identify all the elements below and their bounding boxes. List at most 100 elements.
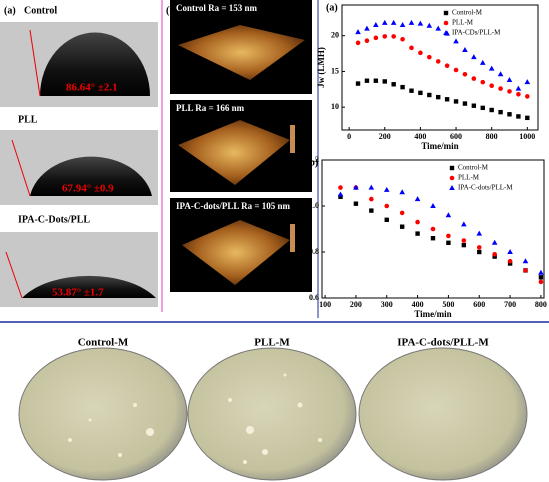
x-axis-label: Time/min [421, 141, 458, 151]
marker [476, 245, 482, 250]
marker [390, 19, 397, 25]
marker [383, 186, 390, 192]
marker [462, 101, 468, 106]
marker [489, 83, 494, 89]
marker [443, 30, 449, 35]
petri-dish [358, 347, 528, 481]
afm-label: PLL Ra = 166 nm [176, 103, 245, 113]
angle-label: 86.64° ±2.1 [66, 82, 118, 94]
marker [364, 25, 370, 31]
marker [338, 185, 343, 190]
marker [453, 99, 459, 104]
marker [373, 22, 379, 27]
marker [417, 20, 424, 26]
color-bar [290, 125, 295, 153]
y-axis-label: Jw (LMH) [316, 47, 326, 88]
legend-label: Control-M [452, 9, 483, 17]
y-tick-label: 15 [331, 66, 339, 75]
surface [182, 220, 290, 285]
panel-label: (b) [306, 157, 318, 168]
marker [381, 19, 388, 25]
angle-label: 67.94° ±0.9 [62, 183, 114, 195]
marker [498, 86, 503, 91]
marker [480, 79, 486, 85]
x-tick-label: 200 [379, 132, 391, 141]
marker [382, 79, 387, 84]
x-tick-label: 1000 [519, 132, 535, 141]
marker [449, 165, 455, 171]
dish-label: IPA-C-dots/PLL-M [397, 337, 489, 349]
marker [462, 71, 468, 77]
marker [399, 189, 405, 195]
afm-panel: (b) Control Ra = 153 nm PLL Ra = 166 nm … [166, 0, 312, 292]
marker [355, 29, 361, 35]
marker [515, 85, 522, 91]
marker [523, 268, 528, 273]
x-tick-label: 0 [347, 132, 351, 141]
legend-label: PLL-M [452, 19, 474, 27]
marker [444, 97, 450, 102]
marker [430, 226, 436, 232]
marker [384, 217, 389, 222]
x-tick-label: 400 [412, 300, 424, 309]
marker [418, 50, 423, 56]
dish-label: Control-M [78, 337, 129, 349]
marker [384, 203, 390, 209]
marker [477, 249, 482, 255]
marker [516, 114, 521, 119]
marker [430, 236, 436, 241]
marker [524, 79, 531, 85]
marker [538, 279, 544, 285]
x-tick-label: 200 [350, 300, 362, 309]
marker [507, 258, 513, 264]
marker [409, 88, 414, 93]
marker [492, 252, 497, 257]
marker [480, 105, 485, 111]
marker [525, 94, 530, 99]
plot-frame [341, 4, 539, 131]
marker [507, 89, 512, 94]
petri-dish [187, 347, 357, 481]
legend-label: PLL-M [458, 174, 480, 182]
marker [369, 196, 374, 202]
marker [488, 65, 495, 71]
marker [525, 115, 530, 121]
marker [418, 90, 423, 96]
marker [391, 82, 396, 87]
marker [435, 25, 442, 31]
marker [449, 185, 455, 190]
marker [449, 175, 455, 181]
droplet [22, 275, 156, 298]
marker [414, 196, 421, 202]
marker [373, 78, 379, 83]
marker [446, 240, 451, 245]
sample-name: IPA-C-Dots/PLL [18, 214, 90, 225]
marker [461, 238, 467, 243]
x-axis-label: Time/min [414, 309, 451, 319]
panel-label: (a) [326, 2, 338, 13]
marker [516, 91, 521, 97]
marker [400, 36, 405, 42]
marker [479, 59, 486, 65]
dishes: Control-M PLL-M IPA-C-dots/PLL-M [18, 337, 528, 481]
colonies [68, 373, 322, 464]
marker [444, 63, 450, 69]
y-tick-label: 0.6 [309, 293, 319, 302]
angle-line [11, 139, 31, 197]
x-tick-label: 600 [473, 300, 485, 309]
marker [427, 54, 432, 60]
angle-line [5, 251, 23, 299]
marker [435, 59, 441, 64]
marker [461, 242, 467, 248]
marker [415, 219, 420, 225]
y-tick-label: 10 [331, 102, 339, 111]
surface [178, 25, 305, 80]
petri-dish [18, 347, 188, 481]
marker [522, 258, 529, 264]
color-bar [290, 224, 295, 252]
marker [337, 191, 344, 197]
y-tick-label: 0.8 [309, 247, 319, 256]
marker [446, 233, 451, 239]
marker [355, 40, 361, 46]
